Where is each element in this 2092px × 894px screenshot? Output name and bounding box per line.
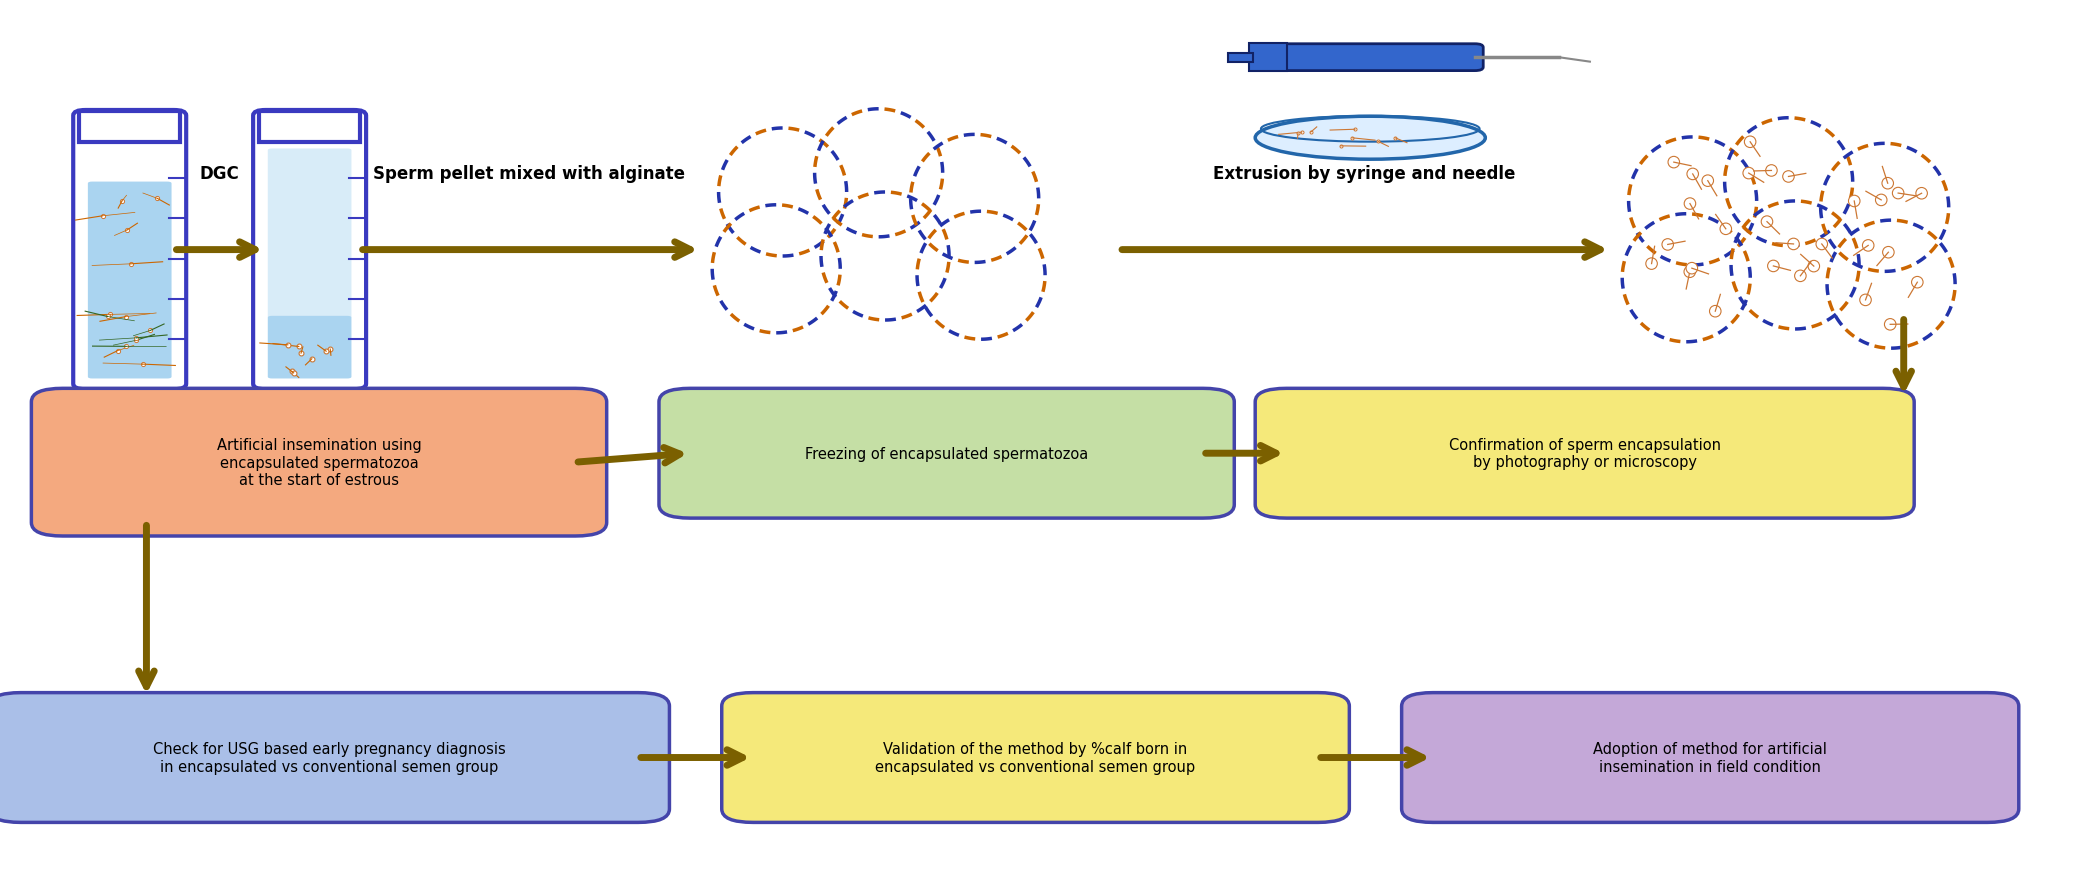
Ellipse shape (1761, 216, 1772, 228)
Ellipse shape (1795, 271, 1805, 283)
Ellipse shape (1743, 168, 1755, 180)
Ellipse shape (1703, 176, 1713, 187)
Text: Freezing of encapsulated spermatozoa: Freezing of encapsulated spermatozoa (805, 446, 1088, 461)
Ellipse shape (1883, 247, 1893, 258)
Circle shape (916, 249, 1046, 303)
Text: Extrusion by syringe and needle: Extrusion by syringe and needle (1213, 165, 1515, 183)
Bar (1249, 44, 1287, 72)
Ellipse shape (1686, 169, 1699, 181)
Ellipse shape (1768, 261, 1778, 273)
FancyBboxPatch shape (1402, 693, 2019, 822)
Bar (1228, 54, 1253, 63)
Ellipse shape (1667, 157, 1680, 169)
Ellipse shape (1646, 258, 1657, 270)
Circle shape (1724, 156, 1854, 210)
Ellipse shape (1745, 137, 1755, 148)
FancyBboxPatch shape (1255, 389, 1914, 519)
FancyBboxPatch shape (268, 149, 351, 319)
Text: Adoption of method for artificial
insemination in field condition: Adoption of method for artificial insemi… (1594, 741, 1826, 774)
Circle shape (820, 230, 950, 284)
Ellipse shape (1684, 266, 1695, 278)
FancyBboxPatch shape (0, 693, 669, 822)
Ellipse shape (1709, 306, 1722, 317)
Bar (79, 112, 180, 143)
Ellipse shape (1916, 189, 1927, 199)
FancyBboxPatch shape (268, 316, 351, 379)
Circle shape (1820, 181, 1950, 235)
Circle shape (1730, 239, 1860, 293)
Circle shape (814, 147, 943, 201)
FancyBboxPatch shape (31, 389, 607, 536)
Ellipse shape (1874, 195, 1887, 207)
Circle shape (711, 242, 841, 297)
Circle shape (1628, 174, 1757, 229)
FancyBboxPatch shape (659, 389, 1234, 519)
Ellipse shape (1893, 188, 1904, 199)
FancyBboxPatch shape (1278, 45, 1483, 72)
Ellipse shape (1862, 240, 1874, 252)
Circle shape (1826, 257, 1956, 312)
Ellipse shape (1883, 178, 1893, 190)
Ellipse shape (1816, 239, 1828, 250)
Text: Validation of the method by %calf born in
encapsulated vs conventional semen gro: Validation of the method by %calf born i… (874, 741, 1197, 774)
Text: Check for USG based early pregnancy diagnosis
in encapsulated vs conventional se: Check for USG based early pregnancy diag… (153, 741, 506, 774)
Ellipse shape (1912, 277, 1923, 289)
Ellipse shape (1684, 198, 1697, 210)
Ellipse shape (1885, 319, 1895, 331)
Ellipse shape (1789, 239, 1799, 250)
FancyBboxPatch shape (88, 182, 172, 379)
Circle shape (1621, 251, 1751, 306)
Ellipse shape (1807, 261, 1820, 273)
FancyBboxPatch shape (722, 693, 1349, 822)
Ellipse shape (1849, 196, 1860, 207)
Circle shape (720, 165, 847, 220)
Ellipse shape (1686, 263, 1697, 274)
Text: DGC: DGC (199, 165, 241, 183)
Circle shape (910, 172, 1038, 226)
Text: Sperm pellet mixed with alginate: Sperm pellet mixed with alginate (372, 165, 686, 183)
FancyBboxPatch shape (253, 111, 366, 390)
Text: Confirmation of sperm encapsulation
by photography or microscopy: Confirmation of sperm encapsulation by p… (1448, 437, 1722, 470)
Ellipse shape (1661, 240, 1674, 251)
Ellipse shape (1860, 295, 1870, 307)
Bar (259, 112, 360, 143)
Ellipse shape (1766, 165, 1778, 177)
Ellipse shape (1782, 172, 1795, 183)
Ellipse shape (1720, 224, 1732, 235)
Text: Artificial insemination using
encapsulated spermatozoa
at the start of estrous: Artificial insemination using encapsulat… (218, 438, 420, 487)
Ellipse shape (1255, 117, 1485, 160)
FancyBboxPatch shape (73, 111, 186, 390)
